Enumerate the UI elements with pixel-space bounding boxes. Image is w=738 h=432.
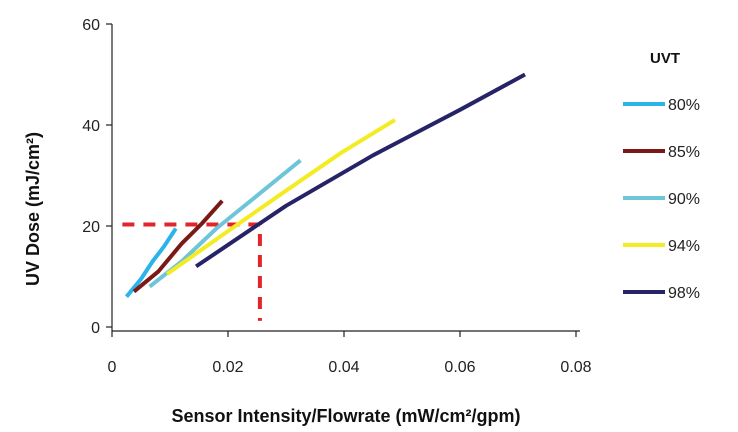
- legend-label: 90%: [668, 191, 700, 208]
- y-tick-label: 60: [82, 17, 100, 34]
- x-ticks: 0 0.02 0.04 0.06 0.08: [108, 331, 592, 376]
- plot-area: 0 20 40 60 0 0.02 0.04 0.06 0.08: [82, 17, 591, 376]
- legend-label: 80%: [668, 97, 700, 114]
- x-tick-label: 0.02: [212, 359, 243, 376]
- series-line-80: [124, 227, 178, 298]
- y-tick-label: 40: [82, 118, 100, 135]
- series-line-85: [132, 199, 224, 294]
- legend-label: 98%: [668, 285, 700, 302]
- x-tick-label: 0.04: [328, 359, 359, 376]
- series-line-94: [165, 118, 397, 276]
- x-tick-label: 0: [108, 359, 117, 376]
- series-layer: [124, 72, 526, 298]
- y-ticks: 0 20 40 60: [82, 17, 112, 337]
- legend-label: 94%: [668, 238, 700, 255]
- legend-title: UVT: [650, 50, 680, 67]
- x-tick-label: 0.08: [560, 359, 591, 376]
- y-axis-title: UV Dose (mJ/cm²): [23, 132, 43, 286]
- series-line-98: [194, 72, 526, 269]
- y-tick-label: 20: [82, 219, 100, 236]
- x-tick-label: 0.06: [444, 359, 475, 376]
- x-axis-title: Sensor Intensity/Flowrate (mW/cm²/gpm): [171, 406, 520, 426]
- legend-items: 80% 85% 90% 94% 98%: [623, 97, 700, 302]
- y-tick-label: 0: [91, 320, 100, 337]
- legend: UVT 80% 85% 90% 94% 98%: [623, 50, 700, 302]
- legend-label: 85%: [668, 144, 700, 161]
